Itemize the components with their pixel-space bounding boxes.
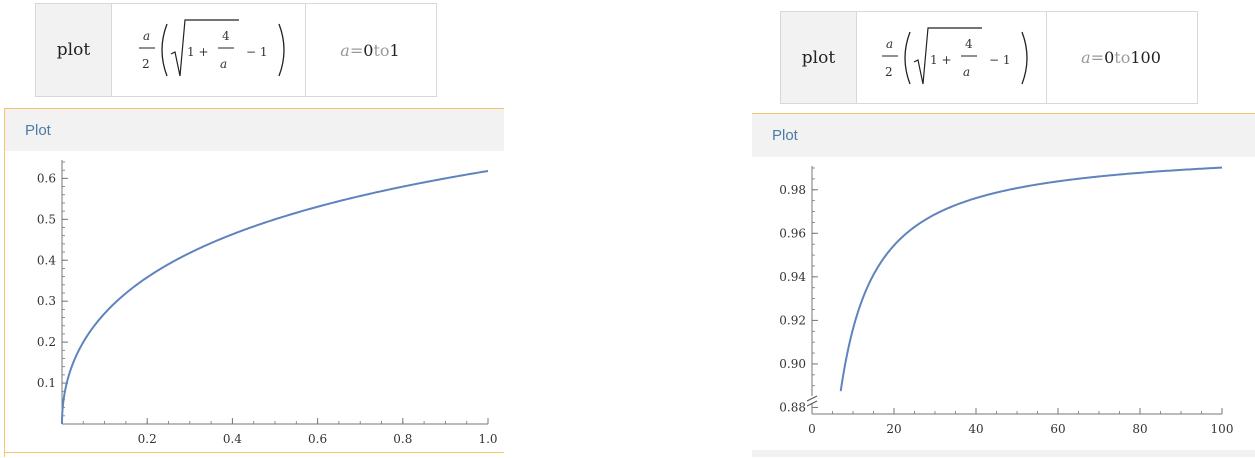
y-tick-label: 0.88 [779,400,806,414]
x-tick-label: 0.6 [308,432,327,446]
x-tick-label: 0.4 [223,432,242,446]
frac-num: a [143,29,150,43]
y-tick-label: 0.5 [37,212,56,226]
range-var: a [340,40,350,60]
inner-one: 1 + [930,53,952,67]
x-tick-label: 60 [1050,422,1065,436]
minus-one: − 1 [246,45,268,59]
pod-bottom-strip-right [752,450,1255,457]
pod-left-edge [4,108,5,457]
range-cell: a = 0 to 100 [1047,12,1195,103]
y-tick-label: 0.90 [779,357,806,371]
range-from: 0 [1104,48,1115,67]
formula: a 2 1 + 4 a − 1 [881,26,1028,84]
frac-den: 2 [885,65,893,79]
y-tick-label: 0.1 [37,376,56,390]
range-to: 100 [1130,48,1161,67]
pod-bottom-left [4,452,504,453]
inner-num: 4 [222,29,230,43]
x-tick-label: 100 [1211,422,1234,436]
formula-cell: a 2 1 + 4 a − 1 [857,12,1047,103]
range-var: a [1081,48,1091,67]
range-to-word: to [1114,48,1131,67]
axis-break-mark [806,400,818,407]
range-eq: = [349,40,364,60]
x-tick-label: 40 [968,422,983,436]
x-tick-label: 0 [808,422,816,436]
x-tick-label: 1.0 [478,432,497,446]
x-tick-label: 80 [1132,422,1147,436]
inner-one: 1 + [187,45,209,59]
y-tick-label: 0.4 [37,253,56,267]
formula-cell: a 2 1 + 4 a − 1 [112,4,306,96]
range-from: 0 [363,40,374,60]
pod-header-left: Plot [5,109,504,151]
frac-num: a [886,37,893,51]
y-tick-label: 0.98 [779,183,806,197]
range-eq: = [1090,48,1105,67]
pod-title: Plot [772,127,798,144]
y-tick-label: 0.2 [37,335,56,349]
pod-title: Plot [25,121,51,139]
command-label: plot [56,40,91,60]
y-tick-label: 0.92 [779,313,806,327]
formula: a 2 1 + 4 a − 1 [138,19,285,77]
range-to: 1 [389,40,400,60]
x-tick-label: 0.8 [393,432,412,446]
command-cell: plot [36,4,112,96]
range-to-word: to [373,40,390,60]
plot-pod-right [752,113,1255,458]
input-table-right: plot a 2 1 + 4 a − 1 a = 0 to 100 [780,11,1198,104]
y-tick-label: 0.94 [779,270,806,284]
inner-den: a [963,65,970,79]
x-tick-label: 0.2 [138,432,157,446]
command-label: plot [801,47,836,68]
series-line [839,166,1223,392]
input-table-left: plot a 2 1 + 4 a − 1 a = 0 to 1 [35,3,437,97]
x-tick-label: 20 [886,422,901,436]
y-tick-label: 0.6 [37,171,56,185]
inner-den: a [220,57,227,71]
frac-den: 2 [142,57,150,71]
y-tick-label: 0.3 [37,294,56,308]
range-cell: a = 0 to 1 [306,4,434,96]
y-tick-label: 0.96 [779,226,806,240]
plot-pod-left [4,108,504,458]
pod-header-right: Plot [752,114,1255,157]
command-cell: plot [781,12,857,103]
inner-num: 4 [965,37,973,51]
series-line [61,170,489,424]
axis-break-mark [806,395,818,402]
minus-one: − 1 [989,53,1011,67]
